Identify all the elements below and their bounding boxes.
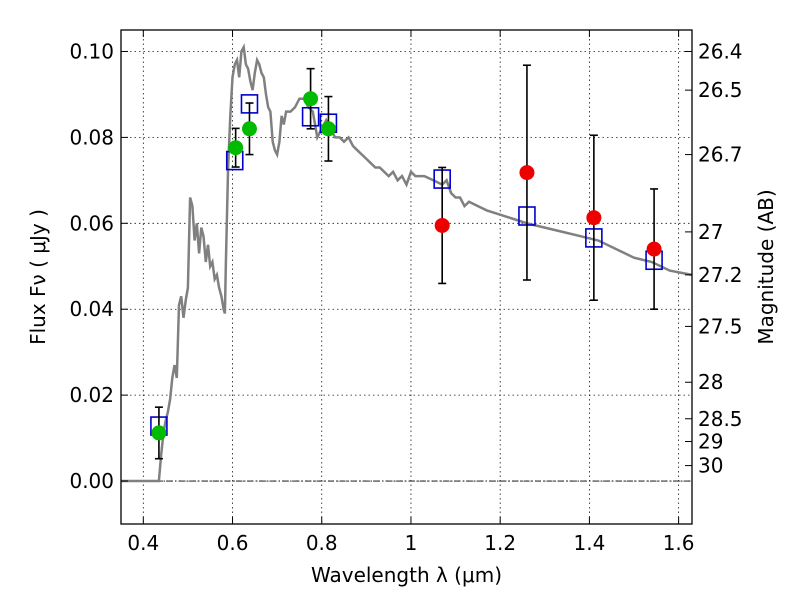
x-axis-ticks: 0.4 0.6 0.8 1 1.2 1.4 1.6 [127, 30, 695, 555]
y-axis-ticks: 0.00 0.02 0.04 0.06 0.08 0.10 [69, 39, 128, 493]
x-tick-label: 0.6 [217, 531, 249, 555]
right-tick-label: 28 [698, 370, 723, 394]
green-data-point [151, 425, 167, 441]
green-data-point [241, 121, 257, 137]
red-photometry-points [434, 165, 662, 257]
y-tick-label: 0.06 [69, 211, 114, 235]
right-tick-label: 30 [698, 454, 723, 478]
right-tick-label: 29 [698, 430, 723, 454]
plot-area [121, 43, 693, 483]
right-tick-label: 27.5 [698, 314, 743, 338]
model-spectrum-line [121, 43, 693, 483]
right-tick-label: 26.7 [698, 143, 743, 167]
right-tick-label: 27 [698, 220, 723, 244]
right-tick-label: 27.2 [698, 263, 743, 287]
right-axis-label: Magnitude (AB) [754, 189, 778, 344]
x-tick-label: 1 [405, 531, 418, 555]
plot-frame [120, 29, 693, 525]
model-photometry-boxes [150, 94, 663, 436]
y-tick-label: 0.08 [69, 125, 114, 149]
x-tick-label: 0.4 [127, 531, 159, 555]
right-tick-label: 26.5 [698, 78, 743, 102]
red-data-point [586, 210, 602, 226]
red-data-point [519, 165, 535, 181]
x-tick-label: 1.2 [484, 531, 516, 555]
x-tick-label: 0.8 [306, 531, 338, 555]
green-photometry-points [151, 91, 336, 441]
y-tick-label: 0.04 [69, 297, 114, 321]
green-data-point [228, 140, 244, 156]
grid [121, 30, 692, 524]
y-tick-label: 0.00 [69, 469, 114, 493]
red-data-point [434, 217, 450, 233]
green-data-point [320, 121, 336, 137]
x-tick-label: 1.4 [573, 531, 605, 555]
right-tick-label: 28.5 [698, 407, 743, 431]
right-tick-label: 26.4 [698, 39, 743, 63]
y-axis-label: Flux Fν ( μJy ) [26, 209, 50, 345]
y-tick-label: 0.02 [69, 383, 114, 407]
red-data-point [646, 241, 662, 257]
x-tick-label: 1.6 [663, 531, 695, 555]
green-data-point [303, 91, 319, 107]
x-axis-label: Wavelength λ (μm) [311, 563, 502, 587]
y-tick-label: 0.10 [69, 39, 114, 63]
